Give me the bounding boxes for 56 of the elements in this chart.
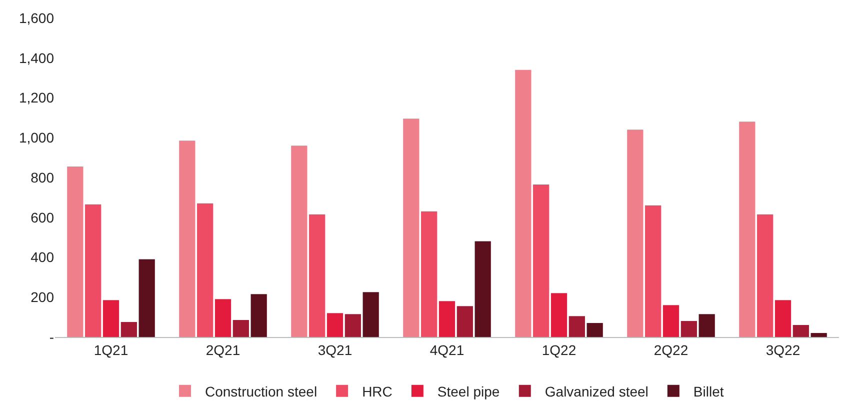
x-tick-label: 4Q21 <box>430 342 464 358</box>
bar <box>291 146 308 337</box>
bar <box>362 292 379 337</box>
legend-label: Steel pipe <box>437 383 500 400</box>
bar <box>197 203 214 337</box>
bar <box>67 166 84 337</box>
bar <box>474 241 491 337</box>
x-tick-label: 3Q21 <box>318 342 352 358</box>
y-tick-label: - <box>49 328 54 345</box>
legend-label: Construction steel <box>205 383 318 400</box>
bar <box>627 130 644 337</box>
bar <box>774 300 792 337</box>
bar <box>533 184 550 337</box>
bar <box>120 322 137 337</box>
x-tick-label: 3Q22 <box>766 342 800 358</box>
bar <box>739 122 756 337</box>
bar <box>250 294 267 337</box>
bar <box>645 205 662 337</box>
bar <box>326 313 344 337</box>
x-tick-label: 2Q22 <box>654 342 688 358</box>
bar <box>550 293 568 337</box>
bar <box>680 321 697 337</box>
legend-label: HRC <box>362 383 392 400</box>
y-tick-label: 200 <box>30 289 54 306</box>
x-tick-label: 2Q21 <box>206 342 240 358</box>
bar <box>810 333 827 337</box>
bar <box>102 300 120 337</box>
bar <box>568 316 585 337</box>
bar <box>179 140 196 337</box>
bar <box>344 314 361 337</box>
bar <box>403 118 420 337</box>
bar <box>214 299 232 337</box>
bar <box>456 306 473 337</box>
bar <box>662 305 680 337</box>
bar <box>438 301 456 337</box>
bar <box>586 323 603 337</box>
bar <box>232 320 249 337</box>
bar <box>515 70 532 337</box>
x-tick-label: 1Q22 <box>542 342 576 358</box>
x-tick-label: 1Q21 <box>94 342 128 358</box>
bar <box>792 325 809 337</box>
y-tick-label: 600 <box>30 209 54 226</box>
legend-label: Billet <box>693 383 724 400</box>
bar <box>421 211 438 337</box>
bar <box>757 214 774 337</box>
bar <box>85 204 102 337</box>
bar <box>138 259 155 337</box>
y-tick-label: 800 <box>30 169 54 186</box>
y-tick-label: 1,000 <box>18 130 54 146</box>
y-tick-label: 1,600 <box>18 10 54 26</box>
bar <box>309 214 326 337</box>
bar <box>698 314 715 337</box>
y-tick-label: 1,200 <box>18 90 54 106</box>
legend-label: Galvanized steel <box>544 383 648 400</box>
y-tick-label: 400 <box>30 249 54 266</box>
y-tick-label: 1,400 <box>18 50 54 66</box>
